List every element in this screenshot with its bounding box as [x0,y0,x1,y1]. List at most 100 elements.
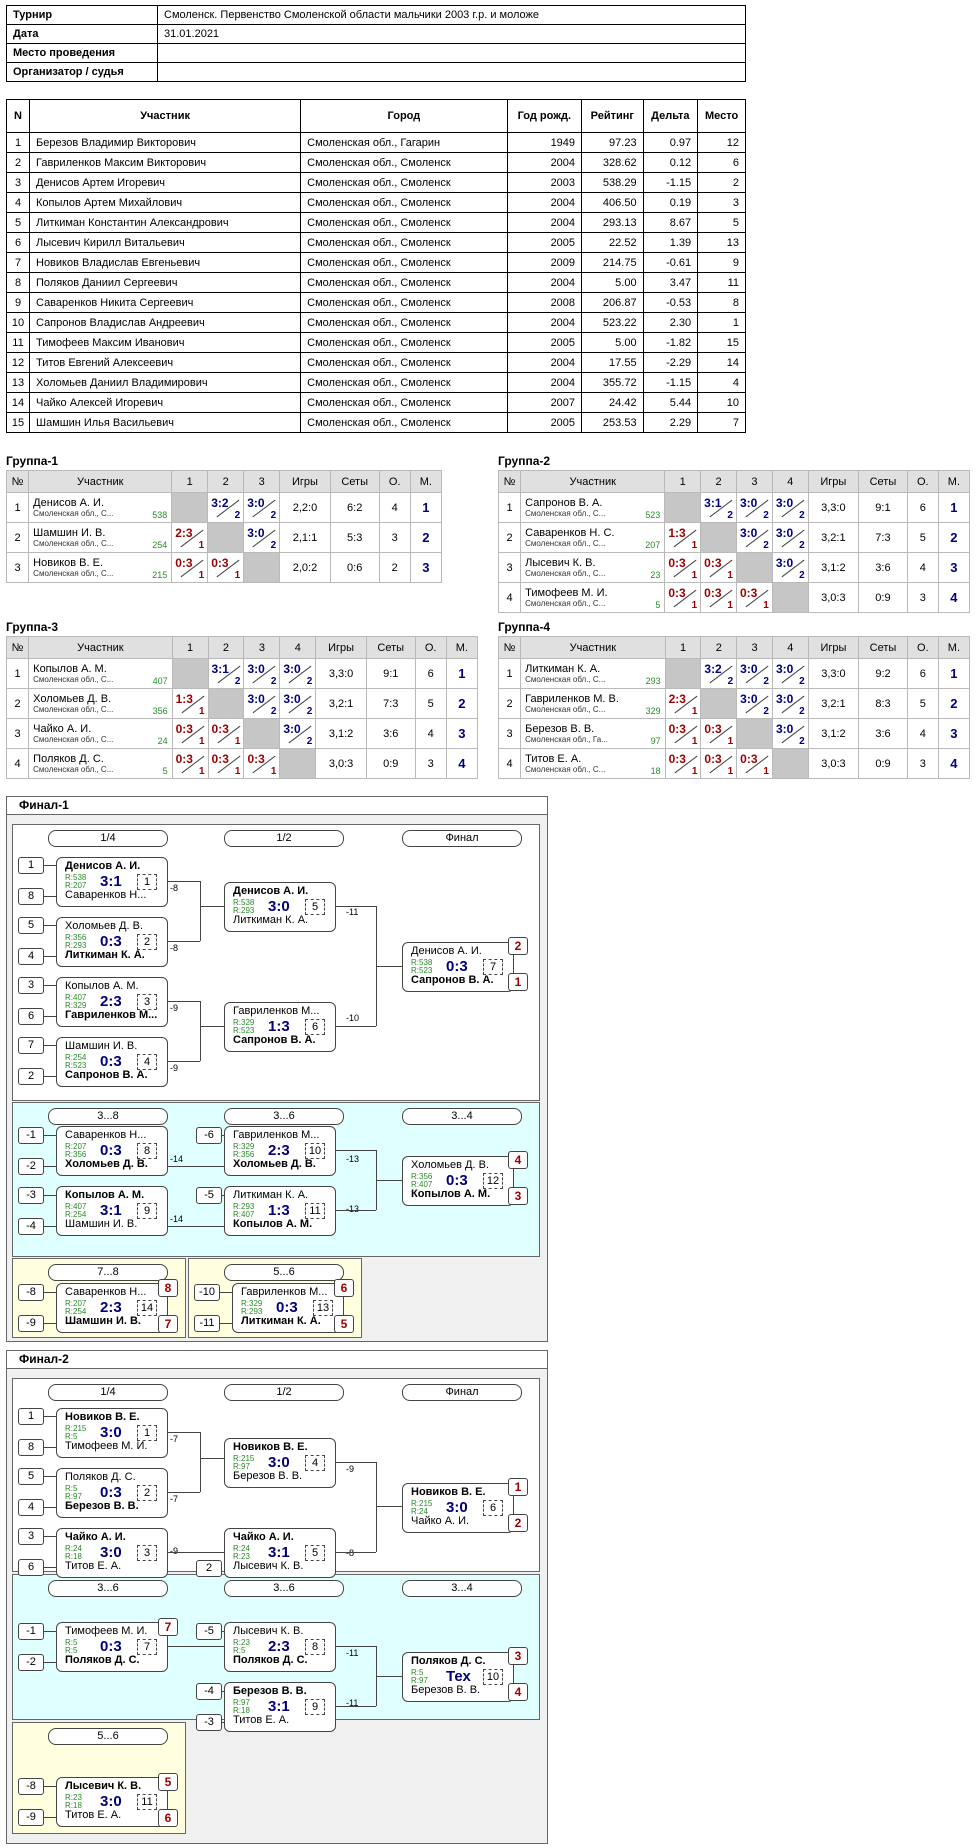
link-label: -9 [170,1003,179,1013]
match-rating-2: R:293 [65,941,87,950]
table-cell: 11 [6,332,30,353]
group-place: 1 [937,492,971,523]
score-cell: 0:3 1 [736,748,773,779]
match-rating-2: R:523 [411,966,433,975]
bracket-line [200,1026,224,1027]
row-number: 4 [5,748,30,779]
match-rating-2: R:293 [241,1307,263,1316]
player-cell: Саваренков Н. С. Смоленская обл., С... 207 [520,522,666,553]
score-points: 1 [727,766,734,777]
score-cell: 3:0 2 [279,658,317,689]
score-cell: 0:3 1 [207,748,245,779]
seed-box: 3 [18,1528,44,1545]
match-player-1: Чайко А. И. [233,1531,294,1543]
final-2-title: Финал-2 [6,1350,548,1369]
player-city: Смоленская обл., С... [33,569,114,578]
score-cell: 0:3 1 [171,552,209,583]
table-cell: 14 [6,392,30,413]
player-rating: 356 [152,706,168,716]
bracket-line [220,1292,232,1293]
table-cell: Смоленская обл., Смоленск [300,392,508,413]
match-rating-1: R:5 [65,1484,78,1493]
seed-box: 2 [18,1068,44,1085]
table-row: 9 Саваренков Никита Сергеевич Смоленская о… [6,292,746,313]
score-value: 0:3 [175,722,193,736]
header-key: Организатор / судья [6,62,158,82]
player-cell: Гавриленков М. В. Смоленская обл., С... 32… [520,688,666,719]
group-column-header: О. [378,470,411,493]
match-number: 12 [483,1173,503,1189]
score-points: 2 [763,706,769,717]
seed-box: -9 [18,1809,44,1826]
match-number: 5 [305,1545,325,1561]
match-player-1: Денисов А. И. [65,860,141,872]
score-value: 3:0 [283,722,301,736]
table-cell: 24.42 [581,392,644,413]
table-cell: Литкиман Константин Александрович [28,212,302,233]
match-box: Гавриленков М... R:329 R:293 0:3 13 Литкиман … [232,1283,344,1333]
score-value: 3:0 [775,662,794,676]
player-name: Лысевич К. В. [525,557,596,569]
row-number: 1 [497,658,522,689]
table-cell: 6 [697,152,746,173]
table-cell: 10 [697,392,746,413]
match-rating-1: R:23 [65,1793,82,1802]
group-pts: 6 [414,658,447,689]
group-place: 4 [937,748,971,779]
place-box: 2 [508,937,528,955]
table-cell: Сапронов Владислав Андреевич [28,312,302,333]
round-label: 3...6 [48,1580,168,1597]
score-value: 3:1 [704,496,722,510]
match-score: 0:3 [446,1172,468,1189]
bracket-line [44,1292,56,1293]
group-row: 1 Копылов А. М. Смоленская обл., С... 407 3:… [5,658,479,689]
score-value: 3:2 [704,662,722,676]
score-cell: 3:0 2 [279,688,317,719]
round-label: 3...4 [402,1580,522,1597]
seed-box: 5 [18,1468,44,1485]
match-player-1: Гавриленков М... [233,1129,320,1141]
score-cell: 3:0 2 [771,688,809,719]
match-number: 8 [137,1143,157,1159]
player-city: Смоленская обл., Га... [525,735,608,744]
table-cell: -2.29 [642,352,699,373]
match-box: Холомьев Д. В. R:356 R:407 0:3 12 Копылов А. … [402,1156,514,1206]
link-label: -7 [170,1494,179,1504]
match-box: Поляков Д. С. R:5 R:97 Тех 10 Березов В. В. [402,1652,514,1702]
match-score: 2:3 [100,1299,122,1316]
match-rating-1: R:329 [241,1299,263,1308]
table-cell: Новиков Владислав Евгеньевич [28,252,302,273]
score-points: 1 [727,600,733,611]
bracket-line [44,1416,56,1417]
place-box: 3 [508,1187,528,1205]
match-number: 2 [137,934,157,950]
table-cell: 2005 [506,412,583,433]
group-table: № Участник 1 2 3 4 Игры Сеты О. М. 1 Копылов А. М. С… [5,636,479,779]
bracket-line [200,906,224,907]
match-score: 3:1 [100,873,122,890]
score-value: 3:0 [283,662,301,676]
match-number: 10 [305,1143,325,1159]
link-label: -11 [346,907,359,917]
group-games: 3,3:0 [315,658,367,689]
group-place: 3 [445,718,479,749]
match-score: 3:0 [446,1499,468,1516]
score-points: 2 [763,510,769,521]
seed-box: 2 [196,1560,222,1577]
match-score: 3:0 [268,1454,290,1471]
table-cell: 97.23 [581,132,644,153]
group-row: 2 Холомьев Д. В. Смоленская обл., С... 356 1… [5,688,479,719]
table-row: 8 Поляков Даниил Сергеевич Смоленская обл.… [6,272,746,293]
score-points: 1 [234,736,241,747]
match-rating-2: R:407 [233,1210,255,1219]
seed-box: 5 [18,917,44,934]
match-rating-1: R:356 [411,1172,433,1181]
match-score: 0:3 [446,958,468,975]
round-label: 1/4 [48,1384,168,1401]
match-player-2: Копылов А. М. [233,1218,313,1230]
place-box: 7 [158,1618,178,1636]
table-cell: 1.39 [642,232,699,253]
player-name: Поляков Д. С. [33,753,104,765]
seed-box: 8 [18,1439,44,1456]
group-column-header: Сеты [858,636,908,659]
